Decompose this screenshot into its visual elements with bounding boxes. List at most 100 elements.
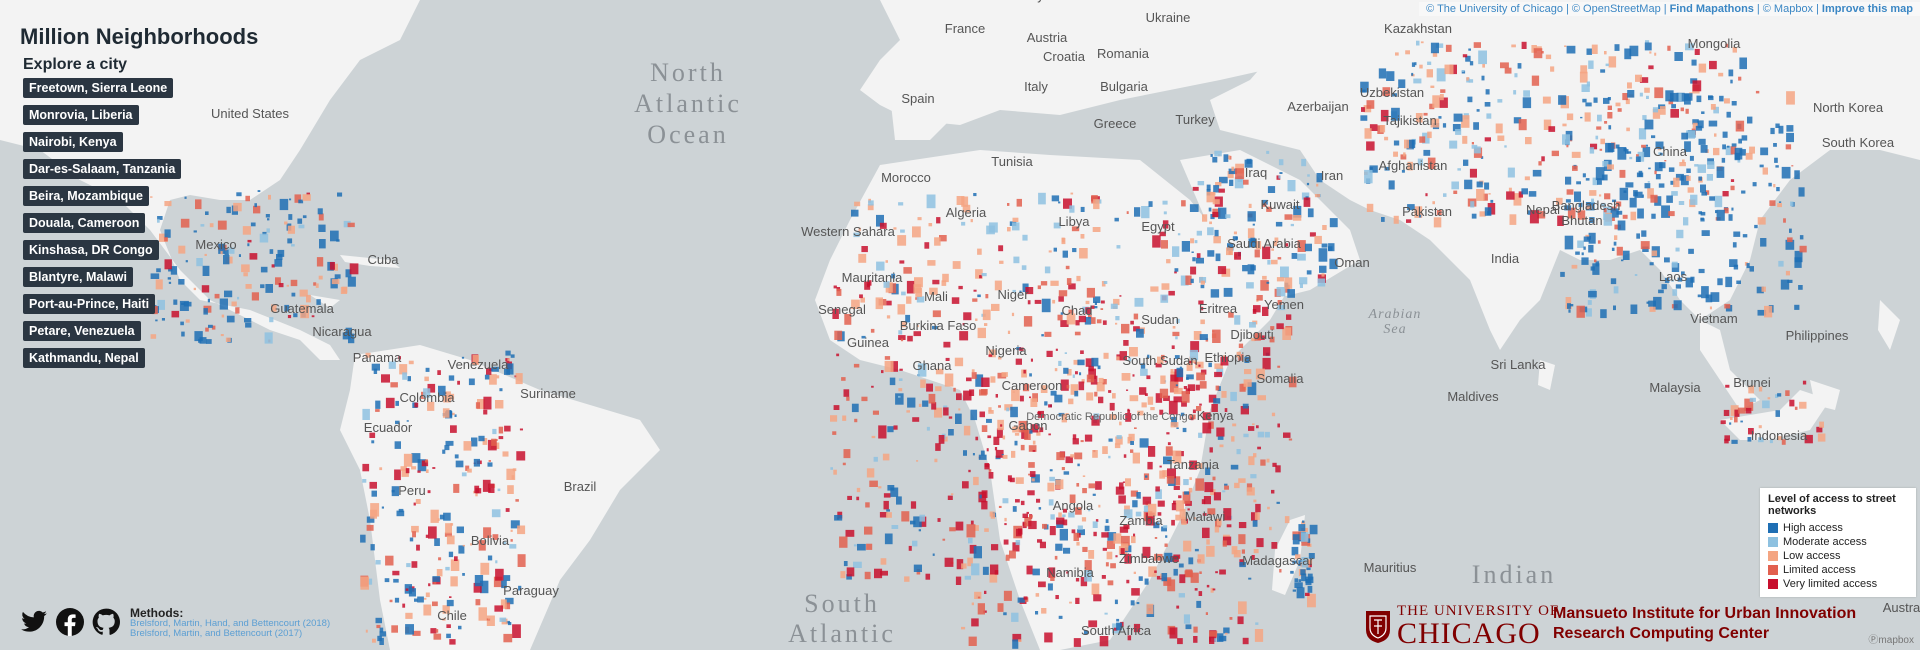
ocean-labels: North Atlantic Ocean South Atlantic Indi… [634,58,1553,648]
country-label: Tunisia [991,154,1033,169]
country-label: Niger [997,287,1029,302]
city-button[interactable]: Dar-es-Salaam, Tanzania [23,159,182,179]
mapbox-logo-text: mapbox [1878,635,1914,646]
twitter-icon[interactable] [20,608,48,636]
country-label: China [1653,144,1688,159]
city-button[interactable]: Beira, Mozambique [23,186,149,206]
methods-ref-link[interactable]: Brelsford, Martin, Hand, and Bettencourt… [130,618,331,629]
country-label: Gabon [1008,418,1047,433]
city-button[interactable]: Kinshasa, DR Congo [23,240,159,260]
legend-item: Very limited access [1768,577,1908,591]
city-button[interactable]: Douala, Cameroon [23,213,146,233]
legend-item: Limited access [1768,563,1908,577]
country-label: Bolivia [471,533,510,548]
country-label: Paraguay [503,583,559,598]
mapbox-logo[interactable]: Ⓟmapbox [1868,635,1914,646]
country-label: Croatia [1043,49,1086,64]
city-button[interactable]: Nairobi, Kenya [23,132,123,152]
legend-item: High access [1768,521,1908,535]
attribution-mapbox-link[interactable]: © Mapbox [1762,3,1814,15]
country-label: Colombia [400,390,456,405]
country-label: Brunei [1733,375,1771,390]
country-label: Bangladesh [1552,198,1621,213]
city-button[interactable]: Freetown, Sierra Leone [23,78,174,98]
country-label: France [945,21,985,36]
legend-label: Low access [1783,550,1841,562]
country-label: Peru [398,483,425,498]
country-label: Oman [1334,255,1369,270]
country-label: Chad [1061,303,1092,318]
uchicago-logo[interactable]: THE UNIVERSITY OF CHICAGO [1365,604,1559,649]
facebook-icon[interactable] [56,608,84,636]
country-label: Germany [990,0,1044,3]
country-label: Mali [924,289,948,304]
country-label: Greece [1094,116,1137,131]
country-label: Iran [1321,168,1343,183]
country-label: United States [211,106,290,121]
country-label: Philippines [1786,328,1849,343]
country-label: Mauritius [1364,560,1417,575]
legend-swatch [1768,551,1778,561]
country-label: Zimbabwe [1119,551,1179,566]
country-label: Eritrea [1199,301,1238,316]
country-label: Mauritania [842,270,903,285]
country-label: Cameroon [1002,378,1063,393]
legend-label: High access [1783,522,1843,534]
country-label: Australia [1883,600,1920,615]
country-label: Algeria [946,205,987,220]
country-label: Western Sahara [801,224,895,239]
country-label: Mongolia [1688,36,1742,51]
country-label: Mexico [195,237,236,252]
country-label: Ecuador [364,420,413,435]
legend-title: Level of access to street networks [1768,493,1896,517]
country-label: Senegal [818,302,866,317]
country-label: Uzbekistan [1360,85,1424,100]
country-label: Tajikistan [1383,113,1436,128]
attribution-uchicago-link[interactable]: © The University of Chicago [1426,3,1564,15]
github-icon[interactable] [92,608,120,636]
ocean-label: Atlantic [788,619,896,648]
country-label: Kenya [1197,408,1235,423]
country-label: Bhutan [1561,213,1602,228]
country-label: Suriname [520,386,576,401]
legend-swatch [1768,579,1778,589]
city-list: Freetown, Sierra Leone Monrovia, Liberia N… [20,78,258,368]
ocean-label: Sea [1383,322,1406,337]
country-label: Vietnam [1690,311,1737,326]
city-button[interactable]: Kathmandu, Nepal [23,348,145,368]
country-label: South Sudan [1122,353,1197,368]
country-label: Ethiopia [1205,350,1253,365]
find-mapathons-link[interactable]: Find Mapathons [1669,3,1754,15]
country-label: Spain [901,91,934,106]
attribution-osm-link[interactable]: © OpenStreetMap [1571,3,1661,15]
legend-swatch [1768,523,1778,533]
country-label: Austria [1027,30,1068,45]
country-label: Bulgaria [1100,79,1148,94]
uchicago-small-text: THE UNIVERSITY OF [1397,603,1560,619]
country-label: Tanzania [1167,457,1220,472]
ocean-label: South [804,589,880,618]
city-button[interactable]: Monrovia, Liberia [23,105,139,125]
legend-label: Limited access [1783,564,1856,576]
country-label: Italy [1024,79,1048,94]
mansueto-branding[interactable]: Mansueto Institute for Urban Innovation … [1553,604,1856,644]
legend-item: Low access [1768,549,1908,563]
country-label: Cuba [367,252,399,267]
country-label: Malawi [1185,509,1226,524]
ocean-label: North [650,58,726,87]
legend-label: Very limited access [1783,578,1878,590]
methods-ref-link[interactable]: Brelsford, Martin, and Bettencourt (2017… [130,628,303,639]
country-label: Nicaragua [312,324,372,339]
country-label: Laos [1659,269,1688,284]
country-label: Zambia [1119,513,1163,528]
improve-map-link[interactable]: Improve this map [1821,3,1913,15]
ocean-label: Arabian [1368,307,1422,322]
city-button[interactable]: Blantyre, Malawi [23,267,133,287]
country-label: Iraq [1245,165,1267,180]
city-button[interactable]: Petare, Venezuela [23,321,141,341]
country-label: Malaysia [1649,380,1701,395]
uchicago-big-text: CHICAGO [1397,617,1541,650]
city-button[interactable]: Port-au-Prince, Haiti [23,294,156,314]
app-title: Million Neighborhoods [20,24,259,49]
